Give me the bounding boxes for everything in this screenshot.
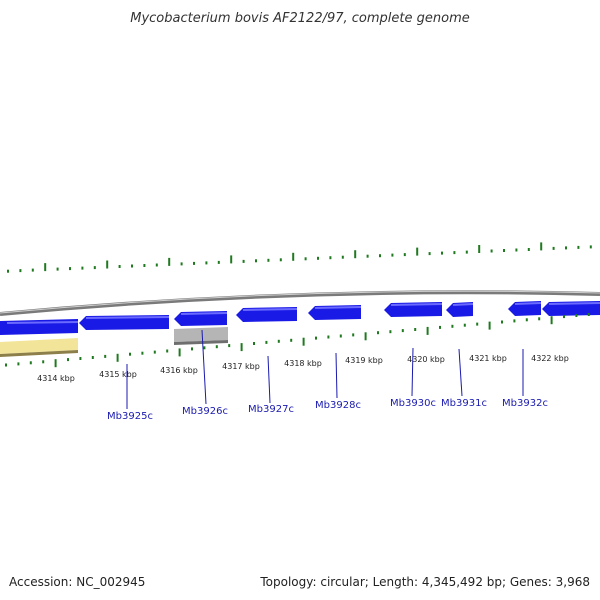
inner-tick-row bbox=[5, 313, 590, 368]
outer-tick-row bbox=[7, 242, 592, 273]
kbp-label: 4317 kbp bbox=[222, 362, 260, 371]
cds-track bbox=[0, 301, 600, 335]
cds-arrow-highlight bbox=[390, 303, 443, 306]
gray-feature-edge bbox=[174, 340, 228, 345]
gene-label-line bbox=[335, 352, 338, 399]
gene-label[interactable]: Mb3925c bbox=[107, 411, 153, 422]
gene-label[interactable]: Mb3930c bbox=[390, 398, 436, 409]
cds-arrow-highlight bbox=[85, 316, 170, 319]
cds-arrow-highlight bbox=[6, 321, 79, 324]
cds-arrow bbox=[446, 302, 473, 317]
kbp-label: 4315 kbp bbox=[99, 370, 137, 379]
map-title: Mycobacterium bovis AF2122/97, complete … bbox=[130, 11, 469, 26]
genome-backbone-highlight bbox=[0, 290, 600, 314]
yellow-feature-edge bbox=[0, 350, 78, 357]
gene-label-line bbox=[267, 355, 271, 404]
kbp-label: 4322 kbp bbox=[531, 354, 569, 363]
cds-arrow-highlight bbox=[180, 312, 228, 315]
cds-arrow-highlight bbox=[242, 308, 298, 311]
cds-arrow-highlight bbox=[314, 306, 362, 309]
gene-label[interactable]: Mb3931c bbox=[441, 398, 487, 409]
gene-label[interactable]: Mb3927c bbox=[248, 404, 294, 415]
cds-arrow-highlight bbox=[548, 302, 600, 305]
gray-feature bbox=[174, 327, 228, 342]
genome-summary-text: Topology: circular; Length: 4,345,492 bp… bbox=[259, 575, 590, 589]
kbp-label: 4316 kbp bbox=[160, 366, 198, 375]
gene-label[interactable]: Mb3932c bbox=[502, 398, 548, 409]
yellow-feature bbox=[0, 338, 78, 354]
gene-labels: Mb3925c Mb3926c Mb3927c Mb3928c Mb3930c … bbox=[107, 329, 548, 422]
kbp-label: 4320 kbp bbox=[407, 355, 445, 364]
cds-arrow-highlight bbox=[514, 302, 542, 305]
kbp-label: 4318 kbp bbox=[284, 359, 322, 368]
kbp-label: 4314 kbp bbox=[37, 374, 75, 383]
kbp-label: 4321 kbp bbox=[469, 354, 507, 363]
accession-text: Accession: NC_002945 bbox=[9, 575, 145, 589]
gene-label-line bbox=[458, 348, 463, 397]
gene-label-line bbox=[411, 347, 414, 397]
gene-label[interactable]: Mb3928c bbox=[315, 400, 361, 411]
cds-arrow-highlight bbox=[452, 303, 474, 306]
genome-backbone bbox=[0, 290, 600, 316]
gene-label-line bbox=[201, 329, 207, 405]
kbp-scale-labels: 4314 kbp 4315 kbp 4316 kbp 4317 kbp 4318… bbox=[37, 354, 569, 383]
gene-label[interactable]: Mb3926c bbox=[182, 406, 228, 417]
kbp-label: 4319 kbp bbox=[345, 356, 383, 365]
